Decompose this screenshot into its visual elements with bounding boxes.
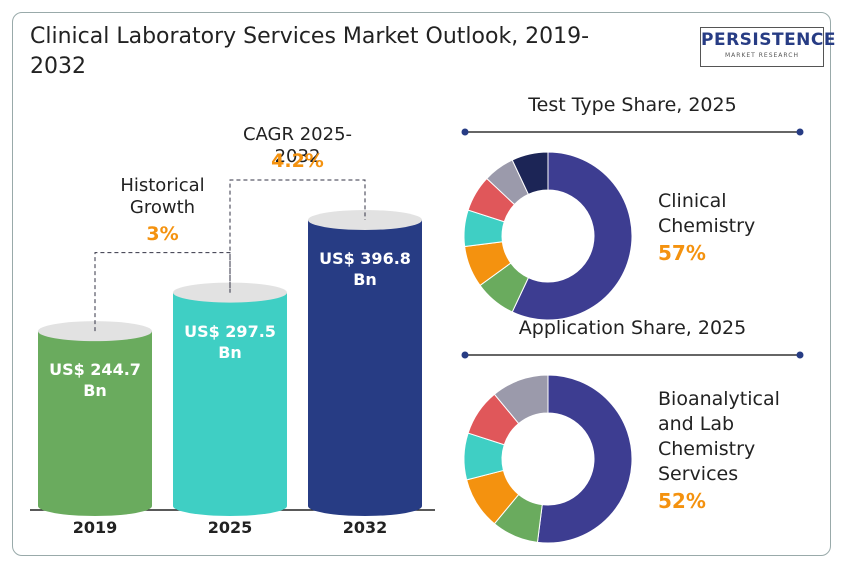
annotation-text: Historical Growth: [120, 174, 205, 218]
separator-dot: [461, 128, 469, 136]
annotation-text: CAGR 2025-2032: [242, 124, 353, 167]
value-label: US$ 297.5 Bn: [184, 321, 276, 362]
page-title: Clinical Laboratory Services Market Outl…: [30, 24, 590, 79]
value-label: US$ 396.8 Bn: [319, 249, 411, 289]
logo-tagline: MARKET RESEARCH: [725, 52, 799, 59]
logo: PERSISTENCE MARKET RESEARCH: [700, 27, 837, 67]
category-label: 2025: [207, 518, 253, 537]
bar: [38, 331, 152, 516]
separator-dot: [796, 351, 804, 359]
pie-slice: [493, 374, 549, 425]
logo-name: PERSISTENCE: [701, 30, 837, 50]
slice-label: Clinical Chemistry: [658, 190, 756, 237]
pie-title: Test Type Share, 2025: [528, 94, 737, 116]
bar: [308, 220, 422, 516]
pie-slice: [511, 151, 633, 321]
slice-label: Bioanalytical and Lab Chemistry Services: [658, 388, 780, 485]
card-border: [12, 12, 831, 556]
dashed-connector: [94, 252, 231, 332]
bar: [173, 292, 287, 516]
category-label: 2032: [342, 518, 388, 537]
pie-slice: [536, 374, 633, 544]
value-label: US$ 244.7 Bn: [49, 360, 141, 401]
slice-value-label: 57%: [658, 241, 706, 265]
dashed-connector: [229, 179, 366, 293]
pie-slice: [511, 151, 549, 196]
annotation-value: 4.2%: [271, 150, 324, 172]
separator-dot: [461, 351, 469, 359]
annotation-value: 3%: [146, 222, 179, 245]
separator-dot: [796, 128, 804, 136]
pie-title: Application Share, 2025: [518, 317, 747, 339]
category-label: 2019: [72, 518, 118, 537]
slice-value-label: 52%: [658, 489, 706, 513]
